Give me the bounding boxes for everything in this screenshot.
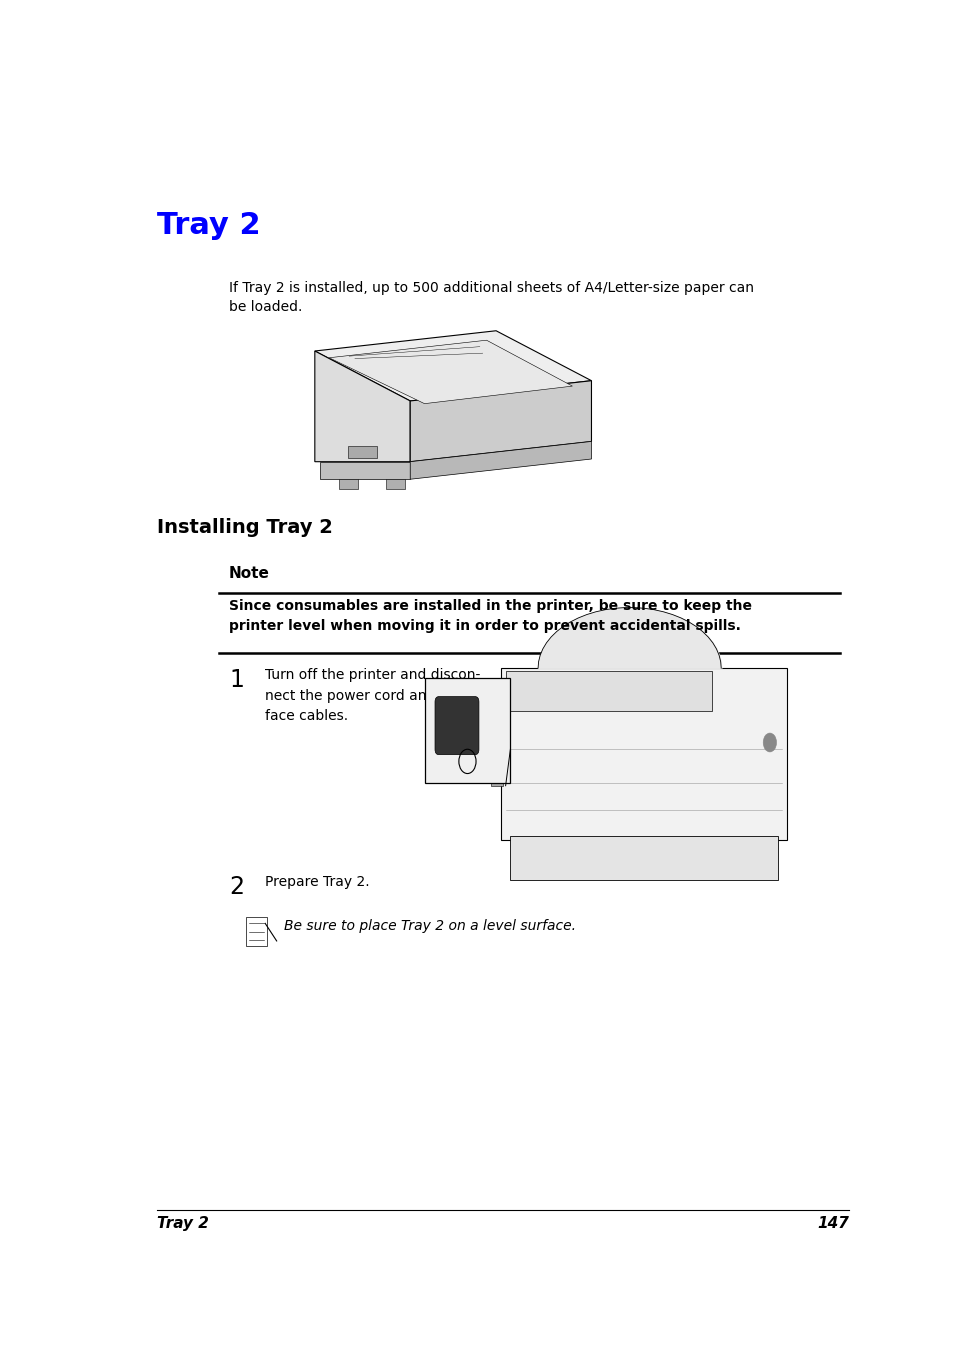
FancyBboxPatch shape [424,678,510,783]
Text: Tray 2: Tray 2 [157,212,261,240]
Polygon shape [314,351,410,462]
Text: 1: 1 [229,668,244,693]
Polygon shape [319,462,410,479]
FancyBboxPatch shape [435,697,478,755]
Text: Prepare Tray 2.: Prepare Tray 2. [265,875,370,888]
Text: Installing Tray 2: Installing Tray 2 [157,518,333,537]
Text: If Tray 2 is installed, up to 500 additional sheets of A4/Letter-size paper can
: If Tray 2 is installed, up to 500 additi… [229,281,753,315]
Polygon shape [410,441,591,479]
Text: Be sure to place Tray 2 on a level surface.: Be sure to place Tray 2 on a level surfa… [284,919,576,933]
Text: Tray 2: Tray 2 [157,1216,209,1231]
Circle shape [762,733,776,752]
Text: Note: Note [229,566,270,580]
Polygon shape [348,446,376,458]
Text: 147: 147 [817,1216,848,1231]
FancyBboxPatch shape [500,668,786,840]
FancyBboxPatch shape [505,671,711,711]
Text: 2: 2 [229,875,244,899]
FancyBboxPatch shape [246,917,267,946]
FancyBboxPatch shape [510,836,777,880]
FancyBboxPatch shape [491,756,502,786]
Polygon shape [314,331,591,401]
Polygon shape [329,340,572,404]
Polygon shape [386,479,405,489]
Polygon shape [410,381,591,462]
Polygon shape [338,479,357,489]
Text: Turn off the printer and discon-
nect the power cord and inter-
face cables.: Turn off the printer and discon- nect th… [265,668,480,724]
Text: Since consumables are installed in the printer, be sure to keep the
printer leve: Since consumables are installed in the p… [229,599,751,633]
